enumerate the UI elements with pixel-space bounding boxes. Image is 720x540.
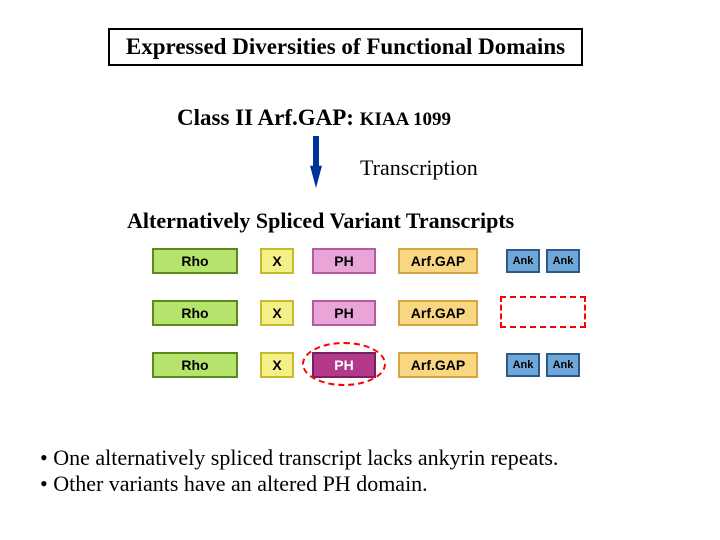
domain-arfgap: Arf.GAP (398, 248, 478, 274)
domain-ank: Ank (506, 353, 540, 377)
transcription-label: Transcription (360, 155, 478, 181)
bullet-item: • One alternatively spliced transcript l… (40, 445, 558, 471)
domain-arfgap: Arf.GAP (398, 352, 478, 378)
page-title: Expressed Diversities of Functional Doma… (108, 28, 583, 66)
domain-rho: Rho (152, 248, 238, 274)
domain-ph: PH (312, 300, 376, 326)
domain-ph: PH (312, 248, 376, 274)
domain-rho: Rho (152, 300, 238, 326)
bullet-item: • Other variants have an altered PH doma… (40, 471, 558, 497)
domain-x: X (260, 352, 294, 378)
domain-rho: Rho (152, 352, 238, 378)
missing-ank-highlight (500, 296, 586, 328)
class-subtitle: Class II Arf.GAP: KIAA 1099 (177, 105, 451, 131)
domain-ank: Ank (546, 249, 580, 273)
domain-ank: Ank (546, 353, 580, 377)
bullet-list: • One alternatively spliced transcript l… (40, 445, 558, 497)
domain-arfgap: Arf.GAP (398, 300, 478, 326)
subtitle-suffix: KIAA 1099 (360, 109, 451, 130)
domain-x: X (260, 300, 294, 326)
domain-ank: Ank (506, 249, 540, 273)
alt-spliced-label: Alternatively Spliced Variant Transcript… (127, 208, 514, 234)
transcription-arrow-icon (306, 132, 326, 192)
subtitle-prefix: Class II Arf.GAP: (177, 105, 360, 130)
domain-x: X (260, 248, 294, 274)
altered-ph-highlight (302, 342, 386, 386)
